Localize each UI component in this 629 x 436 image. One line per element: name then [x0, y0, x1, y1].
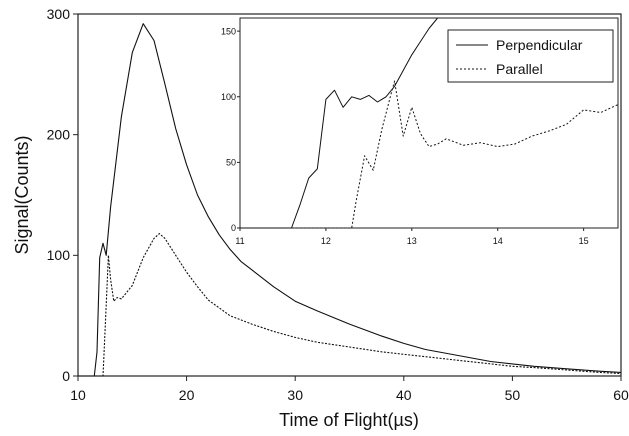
main-x-tick-label: 50 [505, 387, 521, 403]
legend-label-perpendicular: Perpendicular [496, 37, 583, 53]
main-y-tick-label: 300 [47, 6, 71, 22]
inset-y-tick-label: 100 [221, 92, 236, 102]
legend-label-parallel: Parallel [496, 61, 543, 77]
main-x-tick-label: 30 [287, 387, 303, 403]
main-x-tick-label: 20 [179, 387, 195, 403]
main-y-tick-label: 0 [62, 368, 70, 384]
inset-x-tick-label: 13 [407, 236, 417, 246]
inset-x-tick-label: 14 [493, 236, 503, 246]
inset-x-tick-label: 15 [579, 236, 589, 246]
inset-y-tick-label: 50 [226, 158, 236, 168]
x-axis-title: Time of Flight(µs) [279, 410, 419, 430]
y-axis-title: Signal(Counts) [12, 135, 32, 254]
inset-x-tick-label: 11 [235, 236, 244, 246]
main-x-tick-label: 40 [396, 387, 412, 403]
main-x-tick-label: 10 [70, 387, 86, 403]
inset-x-tick-label: 12 [321, 236, 331, 246]
inset-y-tick-label: 0 [231, 223, 236, 233]
main-y-tick-label: 100 [47, 247, 71, 263]
legend: Perpendicular Parallel [448, 30, 613, 82]
inset-y-tick-label: 150 [221, 26, 236, 36]
main-x-tick-label: 60 [613, 387, 629, 403]
main-y-tick-label: 200 [47, 127, 71, 143]
